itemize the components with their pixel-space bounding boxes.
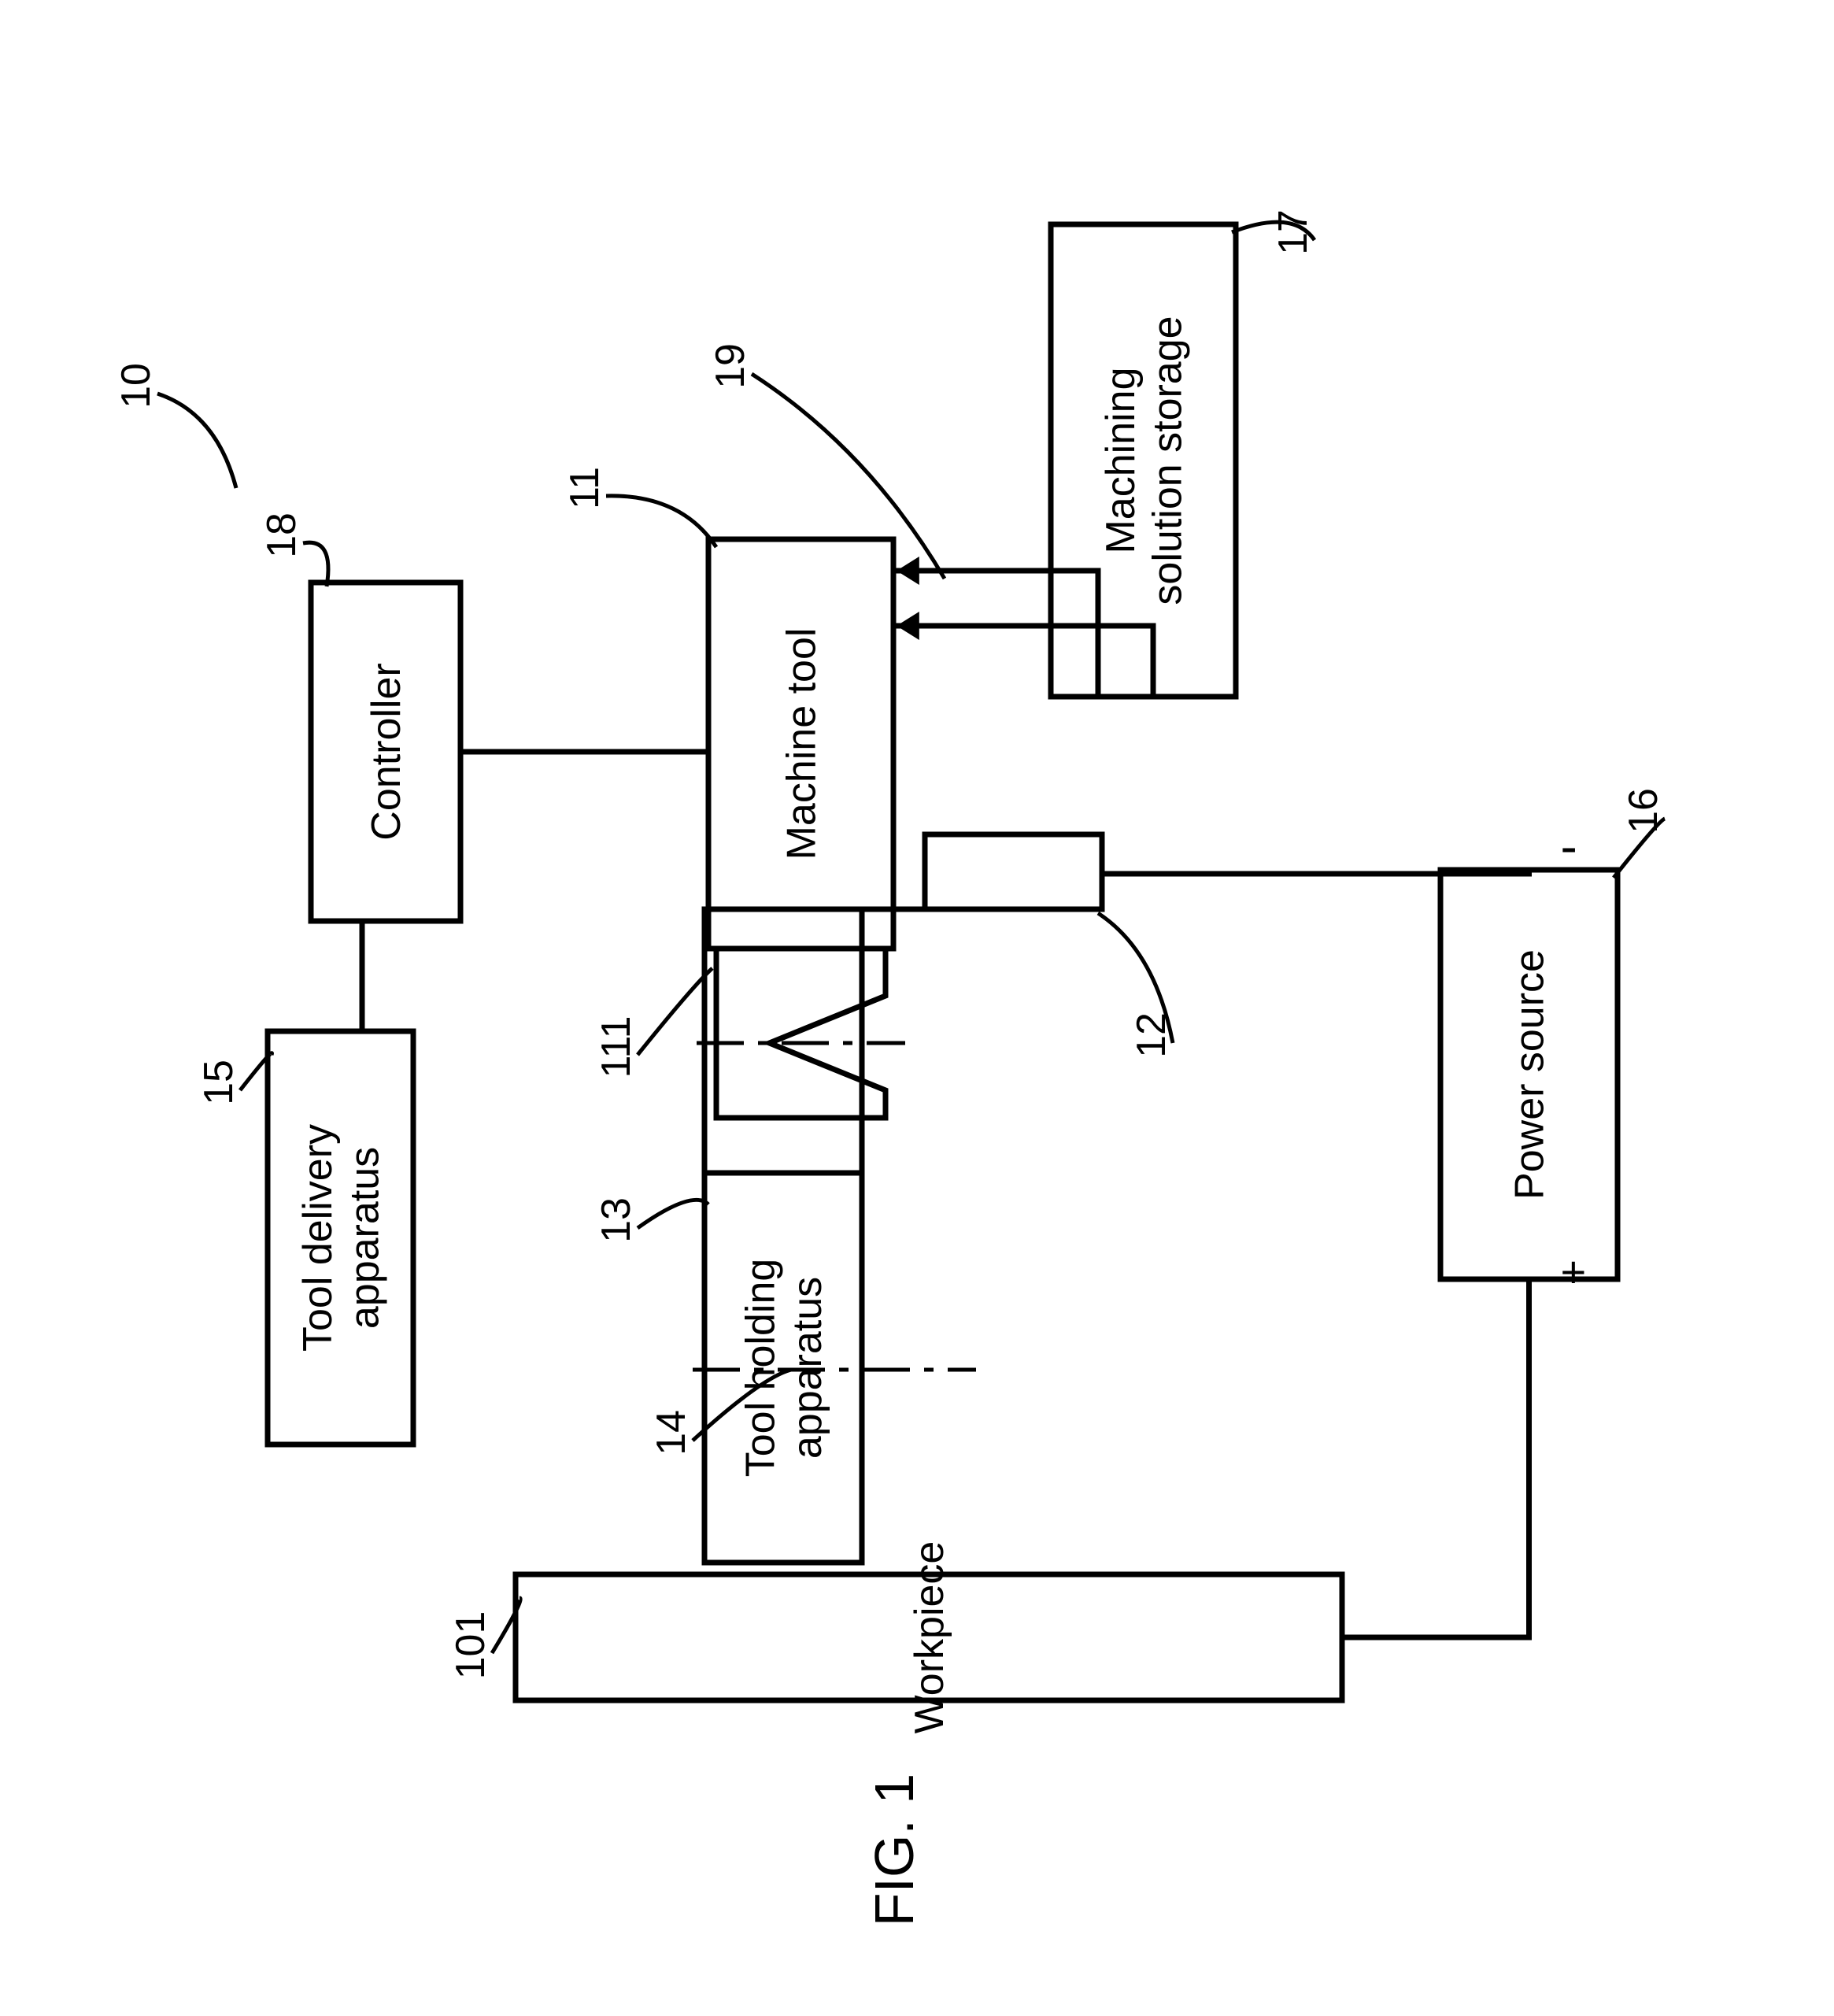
- svg-text:10: 10: [113, 363, 159, 409]
- svg-text:19: 19: [708, 343, 753, 389]
- figure-title: FIG. 1: [863, 1774, 925, 1926]
- workpiece-label: Workpiece: [907, 1541, 952, 1734]
- ref-14: 14: [649, 1410, 694, 1456]
- arrow-head: [897, 612, 919, 640]
- ref-11: 11: [562, 467, 608, 509]
- workpiece-label-group: Workpiece: [907, 1541, 952, 1734]
- svg-text:15: 15: [196, 1060, 242, 1105]
- ref-19: 19: [708, 343, 753, 389]
- ref-18: 18: [259, 512, 305, 558]
- tool_delivery-label-group: Tool deliveryapparatus: [295, 1124, 388, 1352]
- svg-text:16: 16: [1621, 788, 1666, 834]
- leader-13: [638, 1200, 708, 1228]
- svg-text:11: 11: [562, 467, 608, 509]
- tool_delivery-label: Tool delivery: [295, 1124, 341, 1352]
- ref-13: 13: [593, 1197, 639, 1243]
- svg-text:101: 101: [448, 1611, 494, 1680]
- leader-10: [157, 394, 236, 488]
- ref-111: 111: [593, 1015, 639, 1078]
- svg-text:14: 14: [649, 1410, 694, 1456]
- svg-text:18: 18: [259, 512, 305, 558]
- tool_delivery-label: apparatus: [342, 1147, 388, 1329]
- leader-11: [606, 496, 716, 547]
- controller-label: Controller: [364, 663, 409, 840]
- power_source-label: Power source: [1507, 949, 1553, 1200]
- ref-101: 101: [448, 1611, 494, 1680]
- plus-sign: +: [1561, 1247, 1587, 1297]
- svg-text:13: 13: [593, 1197, 639, 1243]
- ref-10: 10: [113, 363, 159, 409]
- conn-plus: [1342, 1279, 1529, 1637]
- ref-15: 15: [196, 1060, 242, 1105]
- svg-text:111: 111: [593, 1015, 639, 1078]
- power_source-label-group: Power source: [1507, 949, 1553, 1200]
- minus-sign: -: [1561, 818, 1577, 875]
- solution_storage-label: solution storage: [1145, 316, 1191, 605]
- machine_tool-label: Machine tool: [779, 628, 825, 860]
- ref-16: 16: [1621, 788, 1666, 834]
- solution_storage-label: Machining: [1098, 367, 1144, 553]
- arrow-head: [897, 557, 919, 585]
- controller-label-group: Controller: [364, 663, 409, 840]
- machine_tool-label-group: Machine tool: [779, 628, 825, 860]
